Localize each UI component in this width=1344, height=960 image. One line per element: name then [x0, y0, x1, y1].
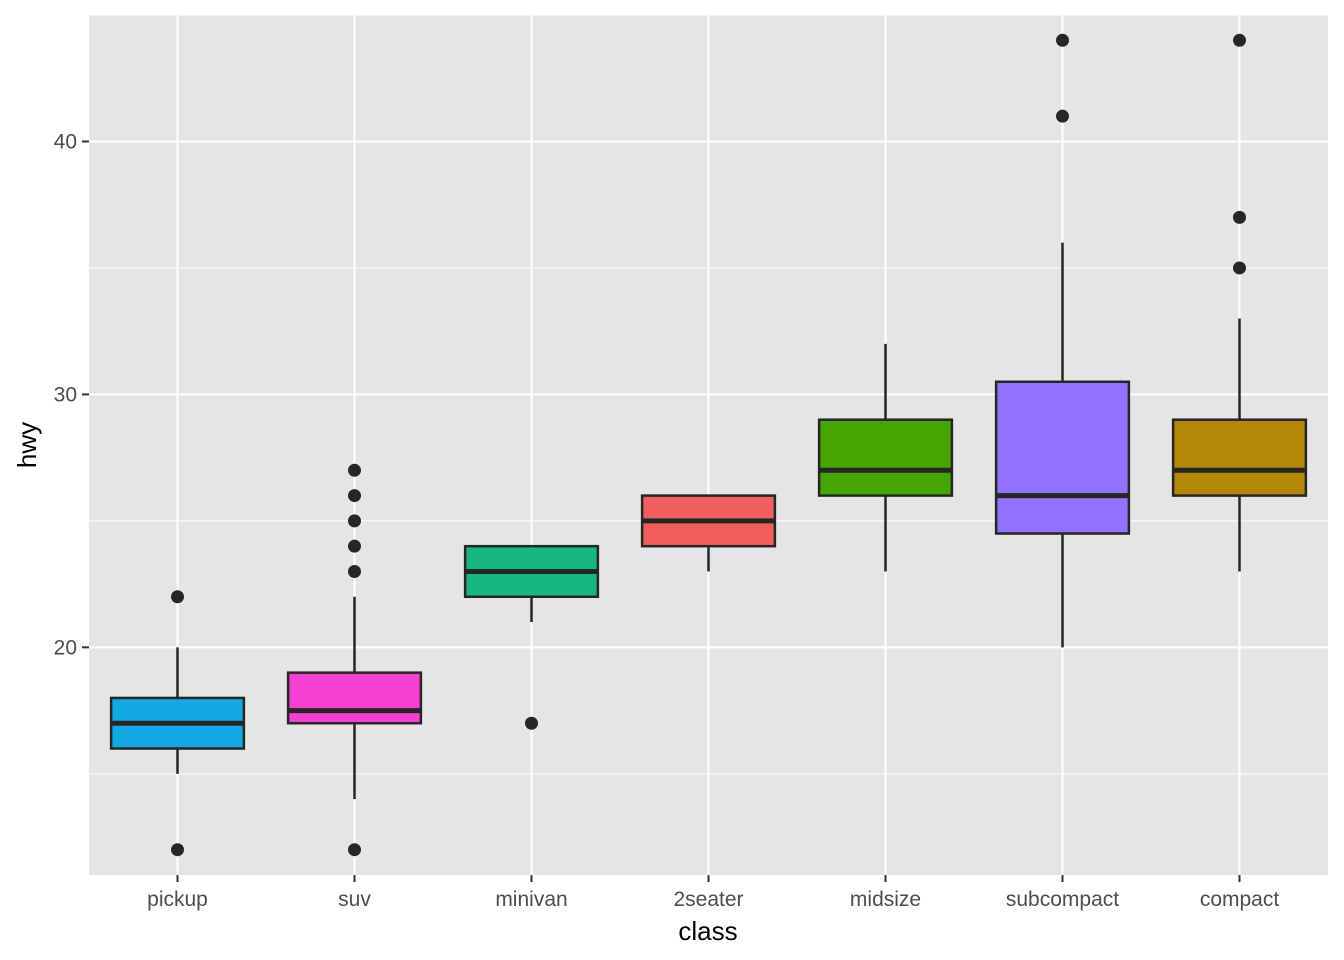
x-tick-label: subcompact: [1006, 888, 1119, 911]
box-body: [817, 418, 954, 497]
outlier-point: [1233, 210, 1246, 224]
box-subcompact: [994, 33, 1131, 648]
box-layer: [109, 33, 1308, 857]
box-body: [1171, 418, 1308, 497]
x-tick-label: 2seater: [673, 888, 743, 911]
box-midsize: [817, 343, 954, 572]
y-axis-title: hwy: [12, 422, 42, 468]
outlier-point: [348, 843, 361, 857]
outlier-point: [1056, 109, 1069, 123]
box-pickup: [109, 590, 246, 857]
outlier-point: [525, 716, 538, 730]
outlier-point: [348, 514, 361, 528]
x-tick-label: minivan: [495, 888, 567, 911]
outlier-point: [171, 843, 184, 857]
y-tick-label: 20: [54, 636, 77, 659]
box-2seater: [640, 494, 777, 572]
outlier-point: [348, 489, 361, 503]
x-axis-title: class: [678, 916, 737, 946]
box-compact: [1171, 33, 1308, 572]
outlier-point: [1056, 33, 1069, 47]
outlier-point: [348, 564, 361, 578]
outlier-point: [1233, 33, 1246, 47]
y-tick-label: 40: [54, 130, 77, 153]
x-tick-label: pickup: [147, 888, 208, 911]
box-body: [286, 671, 423, 725]
x-tick-label: suv: [338, 888, 371, 911]
box-minivan: [463, 544, 600, 730]
x-tick-label: midsize: [850, 888, 921, 911]
box-suv: [286, 463, 423, 857]
y-tick-label: 30: [54, 383, 77, 406]
box-body: [994, 380, 1131, 535]
outlier-point: [1233, 261, 1246, 275]
outlier-point: [348, 539, 361, 553]
outlier-point: [348, 463, 361, 477]
x-tick-label: compact: [1200, 888, 1280, 911]
axes: 20 30 40 pickup suv minivan 2seater midsize subc…: [54, 130, 1280, 911]
outlier-point: [171, 590, 184, 604]
